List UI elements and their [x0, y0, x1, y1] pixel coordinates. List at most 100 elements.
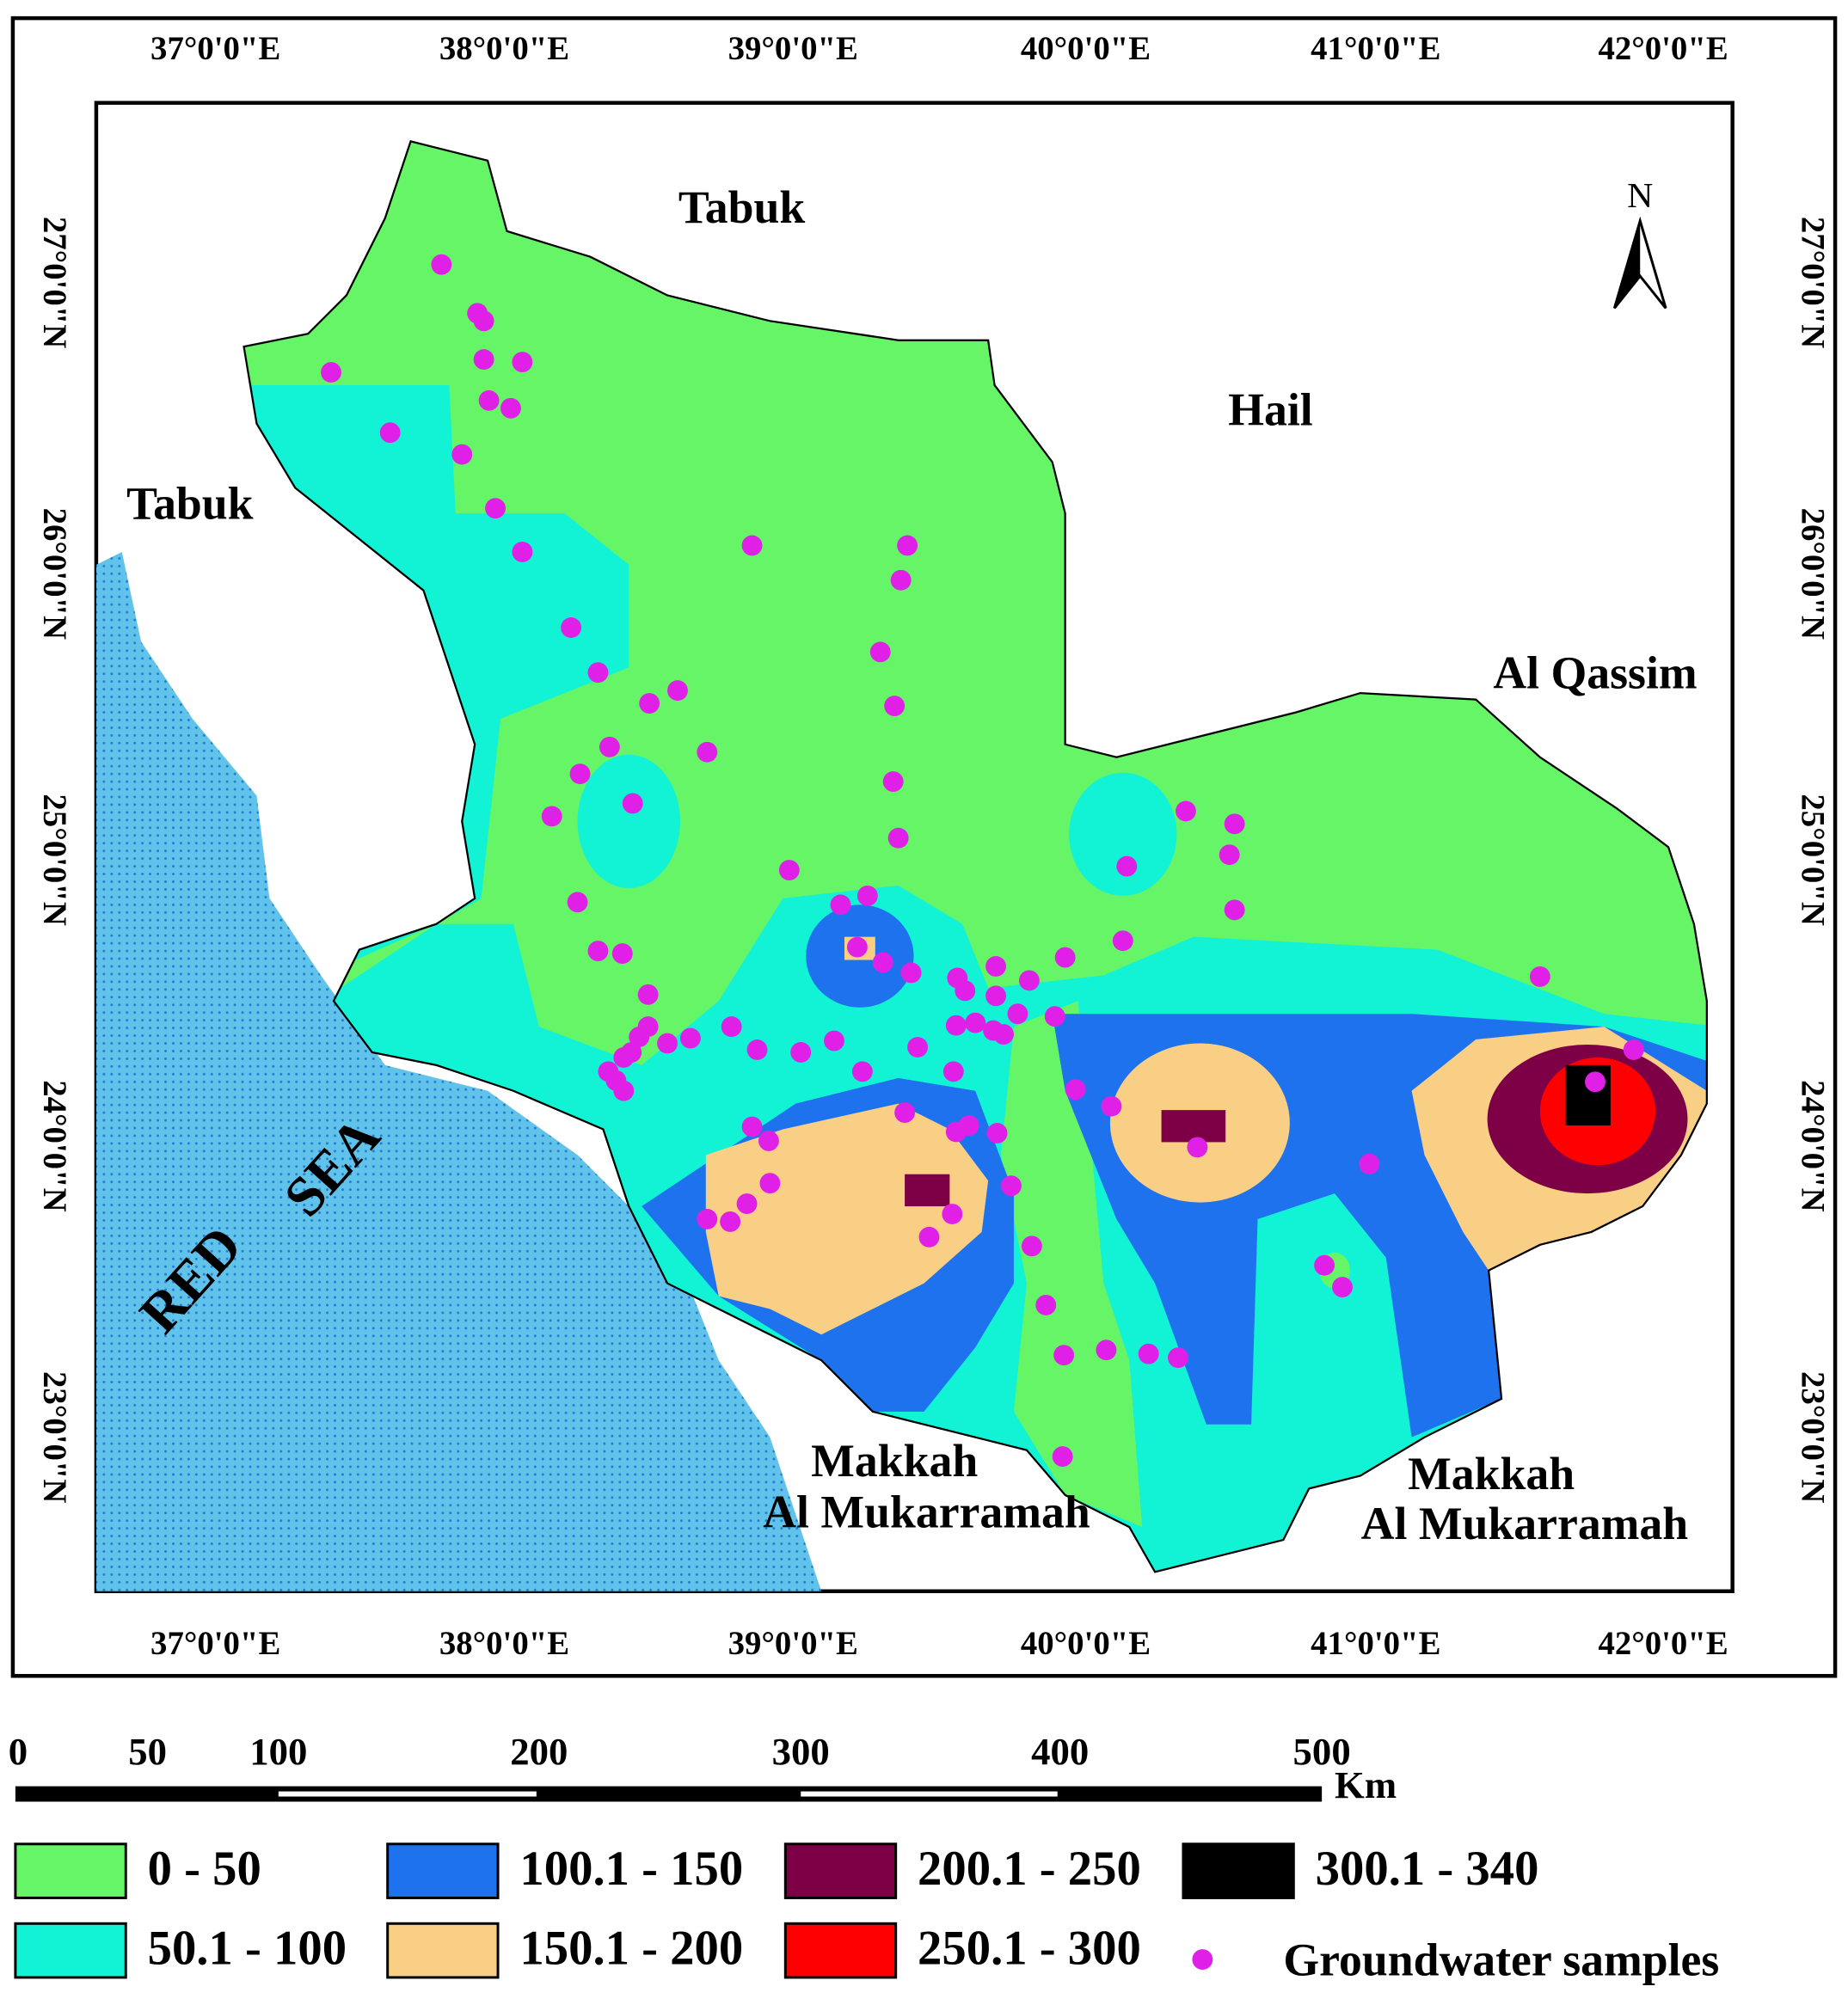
north-label: N: [1627, 176, 1653, 216]
sample-point: [1007, 1003, 1028, 1025]
scale-segment: [278, 1791, 537, 1797]
legend-label: 200.1 - 250: [918, 1842, 1141, 1896]
scale-unit: Km: [1335, 1763, 1397, 1806]
place-label: Al Qassim: [1493, 647, 1697, 699]
lon-label: 40°0'0"E: [1021, 30, 1151, 67]
sample-point: [1359, 1153, 1380, 1174]
sample-point: [473, 310, 494, 332]
scale-label: 300: [772, 1730, 830, 1773]
sample-point: [613, 1080, 635, 1101]
sample-point: [1065, 1079, 1086, 1101]
sample-point: [1096, 1340, 1117, 1361]
sample-point: [512, 352, 533, 373]
zone: [1001, 1001, 1143, 1528]
sample-point: [907, 1037, 928, 1058]
sample-point: [639, 693, 660, 714]
place-label: Makkah: [811, 1435, 978, 1487]
sample-point: [869, 641, 891, 663]
sample-point: [1044, 1006, 1065, 1027]
sample-point: [1112, 930, 1133, 952]
lat-label: 26°0'0"N: [36, 508, 73, 640]
sample-point: [985, 956, 1007, 977]
sample-point: [887, 827, 909, 849]
legend-swatch: [1182, 1842, 1295, 1899]
lat-label: 24°0'0"N: [36, 1080, 73, 1211]
sample-point: [473, 349, 494, 371]
lat-label: 23°0'0"N: [1794, 1371, 1831, 1503]
sample-point: [758, 1131, 779, 1151]
lon-label: 38°0'0"E: [439, 30, 569, 67]
lat-label: 24°0'0"N: [1794, 1080, 1831, 1211]
sample-point: [431, 254, 452, 275]
zone: [577, 754, 680, 888]
sample-point: [965, 1012, 986, 1033]
sample-point: [567, 892, 588, 913]
scale-bar: [15, 1786, 1323, 1802]
sample-point: [736, 1193, 758, 1215]
zone: [1161, 1110, 1226, 1143]
sample-point: [884, 696, 906, 716]
lon-label: 41°0'0"E: [1311, 1625, 1440, 1662]
sample-point: [890, 569, 912, 591]
sample-point: [1585, 1071, 1605, 1093]
lon-label: 38°0'0"E: [439, 1625, 569, 1662]
sample-point: [1168, 1347, 1188, 1369]
legend-label: 250.1 - 300: [918, 1922, 1141, 1976]
sample-point: [720, 1211, 741, 1232]
sample-point: [1101, 1095, 1122, 1117]
sample-point: [746, 1039, 768, 1060]
sample-point: [1138, 1343, 1159, 1364]
place-label: Tabuk: [678, 181, 806, 233]
sample-point: [1035, 1295, 1057, 1315]
sample-point: [778, 860, 800, 880]
legend-dot: [1192, 1949, 1213, 1971]
lat-label: 23°0'0"N: [36, 1371, 73, 1503]
sample-point: [697, 1209, 718, 1229]
sample-point: [500, 397, 521, 419]
place-label: Al Mukarramah: [1361, 1498, 1689, 1549]
sample-point: [882, 771, 904, 793]
sample-point: [1053, 1345, 1075, 1366]
scale-label: 50: [128, 1730, 167, 1773]
sample-point: [1219, 844, 1240, 866]
sample-point: [1224, 899, 1245, 921]
sample-point: [856, 885, 878, 906]
lon-label: 37°0'0"E: [150, 1625, 280, 1662]
lat-label: 26°0'0"N: [1794, 508, 1831, 640]
lat-label: 25°0'0"N: [1794, 794, 1831, 925]
legend-label: 50.1 - 100: [148, 1922, 347, 1976]
legend-swatch: [783, 1842, 898, 1899]
lon-label: 41°0'0"E: [1311, 30, 1440, 67]
sample-point: [512, 542, 533, 562]
sample-point: [667, 680, 688, 702]
sample-point: [851, 1061, 873, 1082]
sea: [95, 551, 822, 1591]
sample-point: [741, 1116, 763, 1137]
scale-segment: [801, 1791, 1058, 1797]
outer-frame: [10, 15, 1838, 1678]
zone: [705, 1103, 989, 1335]
sample-point: [569, 763, 591, 785]
lat-label: 25°0'0"N: [36, 794, 73, 925]
lon-label: 40°0'0"E: [1021, 1625, 1151, 1662]
legend-swatch: [14, 1842, 127, 1899]
sample-point: [993, 1024, 1014, 1045]
sample-point: [679, 1027, 701, 1049]
sample-point: [478, 389, 500, 411]
sample-point: [759, 1173, 781, 1194]
sample-point: [541, 806, 562, 827]
zone: [1565, 1064, 1611, 1126]
sample-point: [985, 985, 1007, 1007]
zone: [905, 1174, 950, 1207]
sample-point: [945, 1015, 967, 1036]
sample-point: [485, 498, 506, 519]
sample-point: [629, 1027, 650, 1048]
sample-point: [1001, 1175, 1022, 1197]
sample-point: [1052, 1446, 1073, 1468]
sample-point: [657, 1033, 678, 1054]
sample-point: [321, 362, 341, 383]
sample-point: [379, 422, 401, 444]
scale-label: 500: [1293, 1730, 1351, 1773]
sample-point: [872, 952, 893, 973]
sample-point: [942, 1204, 963, 1224]
